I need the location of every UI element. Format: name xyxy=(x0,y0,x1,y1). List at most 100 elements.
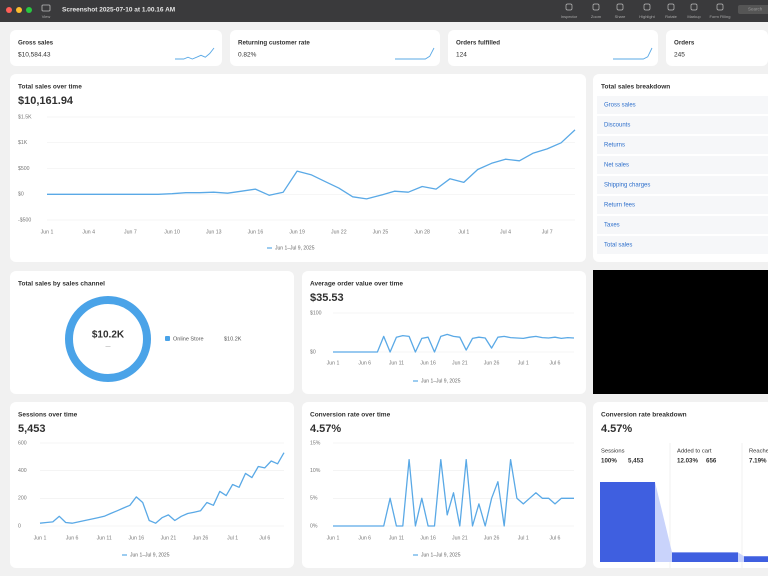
toolbar-label: Inspector xyxy=(561,14,578,19)
x-tick-label: Jun 21 xyxy=(161,535,177,541)
toolbar-icon[interactable] xyxy=(643,3,651,11)
sparkline xyxy=(395,47,435,60)
zoom-button[interactable] xyxy=(26,7,32,13)
chart-title: Sessions over time xyxy=(18,412,78,419)
list-row[interactable] xyxy=(597,236,768,254)
x-tick-label: Jun 19 xyxy=(289,229,305,235)
x-tick-label: Jun 26 xyxy=(193,535,209,541)
list-item: Total sales xyxy=(604,243,632,249)
y-tick-label: 600 xyxy=(18,440,27,446)
y-tick-label: 10% xyxy=(310,468,321,474)
chart-value: $10,161.94 xyxy=(18,95,74,107)
search-box[interactable] xyxy=(738,5,768,14)
list-row[interactable] xyxy=(597,216,768,234)
list-item: Net sales xyxy=(604,163,629,169)
x-tick-label: Jun 26 xyxy=(484,535,500,541)
list-row[interactable] xyxy=(597,116,768,134)
legend-label: Online Store xyxy=(173,336,204,342)
x-tick-label: Jun 16 xyxy=(420,360,436,366)
chart-title: Average order value over time xyxy=(310,281,403,288)
x-tick-label: Jun 16 xyxy=(129,535,145,541)
x-tick-label: Jun 21 xyxy=(452,535,468,541)
kpi-label: Orders xyxy=(674,40,695,47)
list-row[interactable] xyxy=(597,96,768,114)
close-button[interactable] xyxy=(6,7,12,13)
kpi-value: 245 xyxy=(674,52,685,59)
kpi-value: 0.82% xyxy=(238,52,257,59)
toolbar-icon[interactable] xyxy=(565,3,573,11)
kpi-value: 124 xyxy=(456,52,467,59)
x-tick-label: Jun 10 xyxy=(164,229,180,235)
card xyxy=(10,74,586,262)
toolbar-icon[interactable] xyxy=(616,3,624,11)
stage-name: Reache xyxy=(749,449,768,455)
y-tick-label: 200 xyxy=(18,496,27,502)
x-tick-label: Jul 1 xyxy=(518,535,529,541)
line xyxy=(333,458,574,527)
legend-label: Jun 1–Jul 9, 2025 xyxy=(421,552,461,558)
sparkline xyxy=(613,47,653,60)
x-tick-label: Jun 4 xyxy=(82,229,95,235)
chart-title: Total sales over time xyxy=(18,84,82,91)
y-tick-label: 0% xyxy=(310,523,318,529)
chart-title: Conversion rate over time xyxy=(310,412,391,419)
sidebar-icon[interactable] xyxy=(41,4,51,12)
x-tick-label: Jun 16 xyxy=(248,229,264,235)
list-item: Return fees xyxy=(604,203,635,209)
minimize-button[interactable] xyxy=(16,7,22,13)
list-item: Discounts xyxy=(604,123,630,129)
x-tick-label: Jun 7 xyxy=(124,229,137,235)
list-row[interactable] xyxy=(597,136,768,154)
toolbar-icon[interactable] xyxy=(716,3,724,11)
view-label: View xyxy=(42,14,51,19)
card xyxy=(10,402,294,568)
stage-percent: 7.19% xyxy=(749,458,767,465)
x-tick-label: Jul 1 xyxy=(227,535,238,541)
toolbar-icon[interactable] xyxy=(690,3,698,11)
donut-segment xyxy=(65,296,151,382)
y-tick-label: $1K xyxy=(18,140,28,146)
funnel-connector xyxy=(655,482,672,562)
card xyxy=(302,271,586,394)
list-item: Shipping charges xyxy=(604,183,650,189)
y-tick-label: 5% xyxy=(310,496,318,502)
line xyxy=(333,333,575,353)
black-panel xyxy=(593,270,768,394)
x-tick-label: Jun 25 xyxy=(373,229,389,235)
x-tick-label: Jun 1 xyxy=(327,535,340,541)
card xyxy=(10,271,294,394)
toolbar-icon[interactable] xyxy=(592,3,600,11)
list-row[interactable] xyxy=(597,196,768,214)
list-row[interactable] xyxy=(597,156,768,174)
y-tick-label: $500 xyxy=(18,166,30,172)
chart-value: $35.53 xyxy=(310,292,344,304)
sparkline xyxy=(175,47,215,60)
stage-name: Sessions xyxy=(601,449,625,455)
x-tick-label: Jun 13 xyxy=(206,229,222,235)
card xyxy=(230,30,440,66)
line xyxy=(39,452,285,524)
x-tick-label: Jun 6 xyxy=(358,535,371,541)
x-tick-label: Jun 11 xyxy=(97,535,112,541)
kpi-label: Returning customer rate xyxy=(238,40,310,47)
card-title: Total sales by sales channel xyxy=(18,281,105,288)
kpi-value: $10,584.43 xyxy=(18,52,51,59)
y-tick-label: $0 xyxy=(18,192,24,198)
legend-label: Jun 1–Jul 9, 2025 xyxy=(130,552,170,558)
list-row[interactable] xyxy=(597,176,768,194)
x-tick-label: Jun 28 xyxy=(414,229,430,235)
toolbar-icon[interactable] xyxy=(667,3,675,11)
funnel-bar xyxy=(672,552,738,562)
chart-value: 4.57% xyxy=(310,423,341,435)
stage-count: 5,453 xyxy=(628,458,644,465)
x-tick-label: Jul 7 xyxy=(542,229,553,235)
x-tick-label: Jun 1 xyxy=(327,360,340,366)
list-item: Gross sales xyxy=(604,103,636,109)
x-tick-label: Jul 6 xyxy=(549,360,560,366)
legend-swatch xyxy=(165,336,170,341)
line xyxy=(47,129,576,200)
y-tick-label: 15% xyxy=(310,440,321,446)
x-tick-label: Jun 22 xyxy=(331,229,347,235)
y-tick-label: 0 xyxy=(18,523,21,529)
